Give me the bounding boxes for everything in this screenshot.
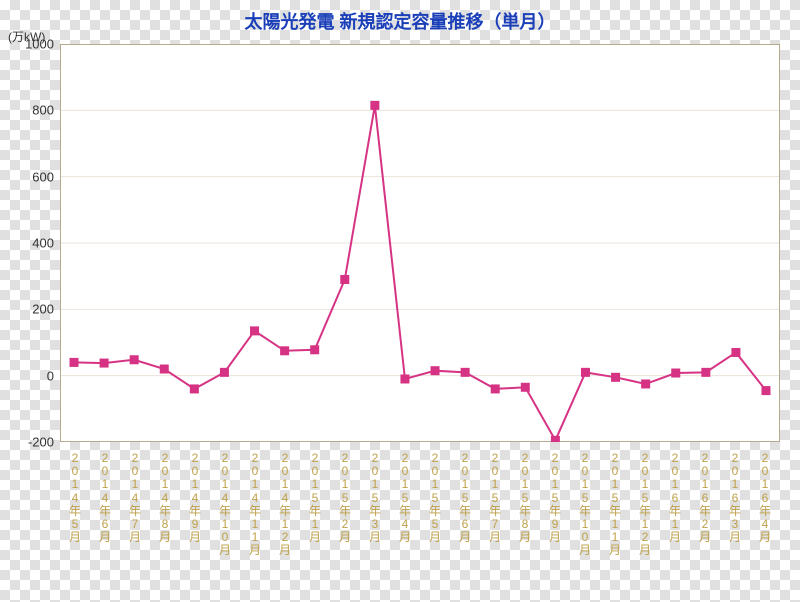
x-tick-label: 2015年3月 [360,452,390,558]
y-tick-label: -200 [28,435,54,450]
x-axis-labels: 2014年5月2014年6月2014年7月2014年8月2014年9月2014年… [60,452,780,558]
x-tick-label: 2014年10月 [210,452,240,558]
x-tick-label: 2014年7月 [120,452,150,558]
x-tick-label: 2016年4月 [750,452,780,558]
y-tick-label: 1000 [25,37,54,52]
x-tick-label: 2015年5月 [420,452,450,558]
y-tick-label: 800 [32,103,54,118]
x-tick-label: 2014年6月 [90,452,120,558]
x-tick-label: 2014年11月 [240,452,270,558]
chart-container: 太陽光発電 新規認定容量推移（単月） (万kW) -20002004006008… [0,0,800,602]
x-tick-label: 2014年5月 [60,452,90,558]
plot-area: -20002004006008001000 [60,44,780,442]
x-tick-label: 2015年2月 [330,452,360,558]
x-tick-label: 2016年1月 [660,452,690,558]
x-tick-label: 2015年1月 [300,452,330,558]
x-tick-label: 2015年4月 [390,452,420,558]
y-tick-label: 200 [32,302,54,317]
x-tick-label: 2014年12月 [270,452,300,558]
x-tick-label: 2015年9月 [540,452,570,558]
y-tick-label: 600 [32,169,54,184]
x-tick-label: 2014年8月 [150,452,180,558]
x-tick-label: 2016年2月 [690,452,720,558]
x-tick-label: 2015年8月 [510,452,540,558]
y-tick-label: 0 [47,368,54,383]
x-tick-label: 2015年7月 [480,452,510,558]
plot-svg [60,44,780,442]
x-tick-label: 2015年10月 [570,452,600,558]
x-tick-label: 2014年9月 [180,452,210,558]
chart-title: 太陽光発電 新規認定容量推移（単月） [0,8,800,34]
x-tick-label: 2016年3月 [720,452,750,558]
x-tick-label: 2015年11月 [600,452,630,558]
x-tick-label: 2015年12月 [630,452,660,558]
x-tick-label: 2015年6月 [450,452,480,558]
y-tick-label: 400 [32,236,54,251]
